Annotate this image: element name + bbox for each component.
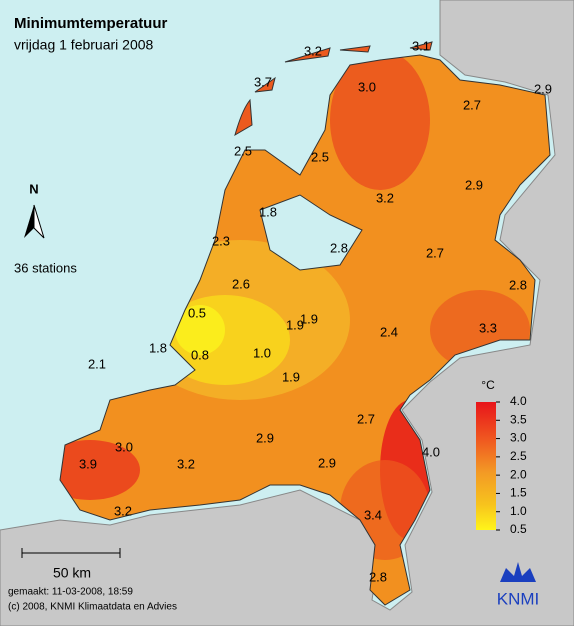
- station-value: 0.5: [188, 305, 206, 320]
- north-label: N: [29, 181, 38, 196]
- station-value: 2.7: [357, 411, 375, 426]
- subtitle: vrijdag 1 februari 2008: [14, 37, 154, 53]
- station-value: 1.8: [259, 204, 277, 219]
- legend-tick-label: 4.0: [510, 394, 527, 408]
- footer-made: gemaakt: 11-03-2008, 18:59: [8, 587, 133, 598]
- lake: [259, 194, 363, 271]
- station-value: 2.9: [318, 455, 336, 470]
- logo-crown: [500, 562, 536, 582]
- station-value: 2.8: [330, 240, 348, 255]
- legend-tick-label: 1.5: [510, 486, 527, 500]
- scale-bar: [21, 548, 121, 558]
- station-value: 3.2: [304, 43, 322, 58]
- legend-unit: °C: [481, 378, 495, 392]
- station-value: 3.2: [376, 190, 394, 205]
- station-value: 1.9: [286, 317, 304, 332]
- north-arrow: [24, 205, 34, 238]
- logo: KNMI: [497, 589, 540, 608]
- station-value: 2.8: [509, 277, 527, 292]
- north-arrow: [33, 204, 45, 239]
- station-value: 1.0: [253, 345, 271, 360]
- station-value: 2.8: [369, 569, 387, 584]
- station-value: 0.8: [191, 347, 209, 362]
- title: Minimumtemperatuur: [14, 15, 168, 32]
- station-value: 1.9: [300, 311, 318, 326]
- station-value: 3.3: [479, 320, 497, 335]
- station-value: 3.1: [412, 38, 430, 53]
- islands: [234, 41, 433, 137]
- station-value: 3.2: [177, 456, 195, 471]
- station-value: 2.7: [463, 97, 481, 112]
- legend-tick-label: 3.5: [510, 412, 527, 426]
- station-value: 2.5: [234, 143, 252, 158]
- station-value: 3.9: [79, 456, 97, 471]
- station-value: 2.7: [426, 245, 444, 260]
- legend-tick-label: 2.5: [510, 449, 527, 463]
- station-value: 3.2: [114, 503, 132, 518]
- legend-tick-label: 0.5: [510, 522, 527, 536]
- station-labels: 3.2 3.1 3.7 3.0 2.7 2.9 2.5 2.5 2.9 3.2 1.8 2.3 2.8 2…: [79, 38, 552, 584]
- station-value: 2.4: [380, 324, 398, 339]
- station-value: 2.6: [232, 276, 250, 291]
- station-value: 2.9: [465, 177, 483, 192]
- legend-tick-label: 3.0: [510, 431, 527, 445]
- station-value: 3.0: [115, 439, 133, 454]
- station-value: 2.9: [534, 81, 552, 96]
- station-value: 2.5: [311, 149, 329, 164]
- legend-tick-label: 1.0: [510, 504, 527, 518]
- footer-copyright: (c) 2008, KNMI Klimaatdata en Advies: [8, 602, 177, 613]
- station-count: 36 stations: [14, 260, 77, 275]
- station-value: 1.9: [282, 369, 300, 384]
- station-value: 1.8: [149, 340, 167, 355]
- legend-tick-label: 2.0: [510, 467, 527, 481]
- station-value: 2.1: [88, 356, 106, 371]
- color-bar: [476, 402, 496, 530]
- station-value: 3.4: [364, 507, 382, 522]
- scale-label: 50 km: [53, 565, 91, 581]
- station-value: 2.3: [212, 233, 230, 248]
- station-value: 3.0: [358, 79, 376, 94]
- station-value: 3.7: [254, 74, 272, 89]
- station-value: 4.0: [422, 444, 440, 459]
- station-value: 2.9: [256, 430, 274, 445]
